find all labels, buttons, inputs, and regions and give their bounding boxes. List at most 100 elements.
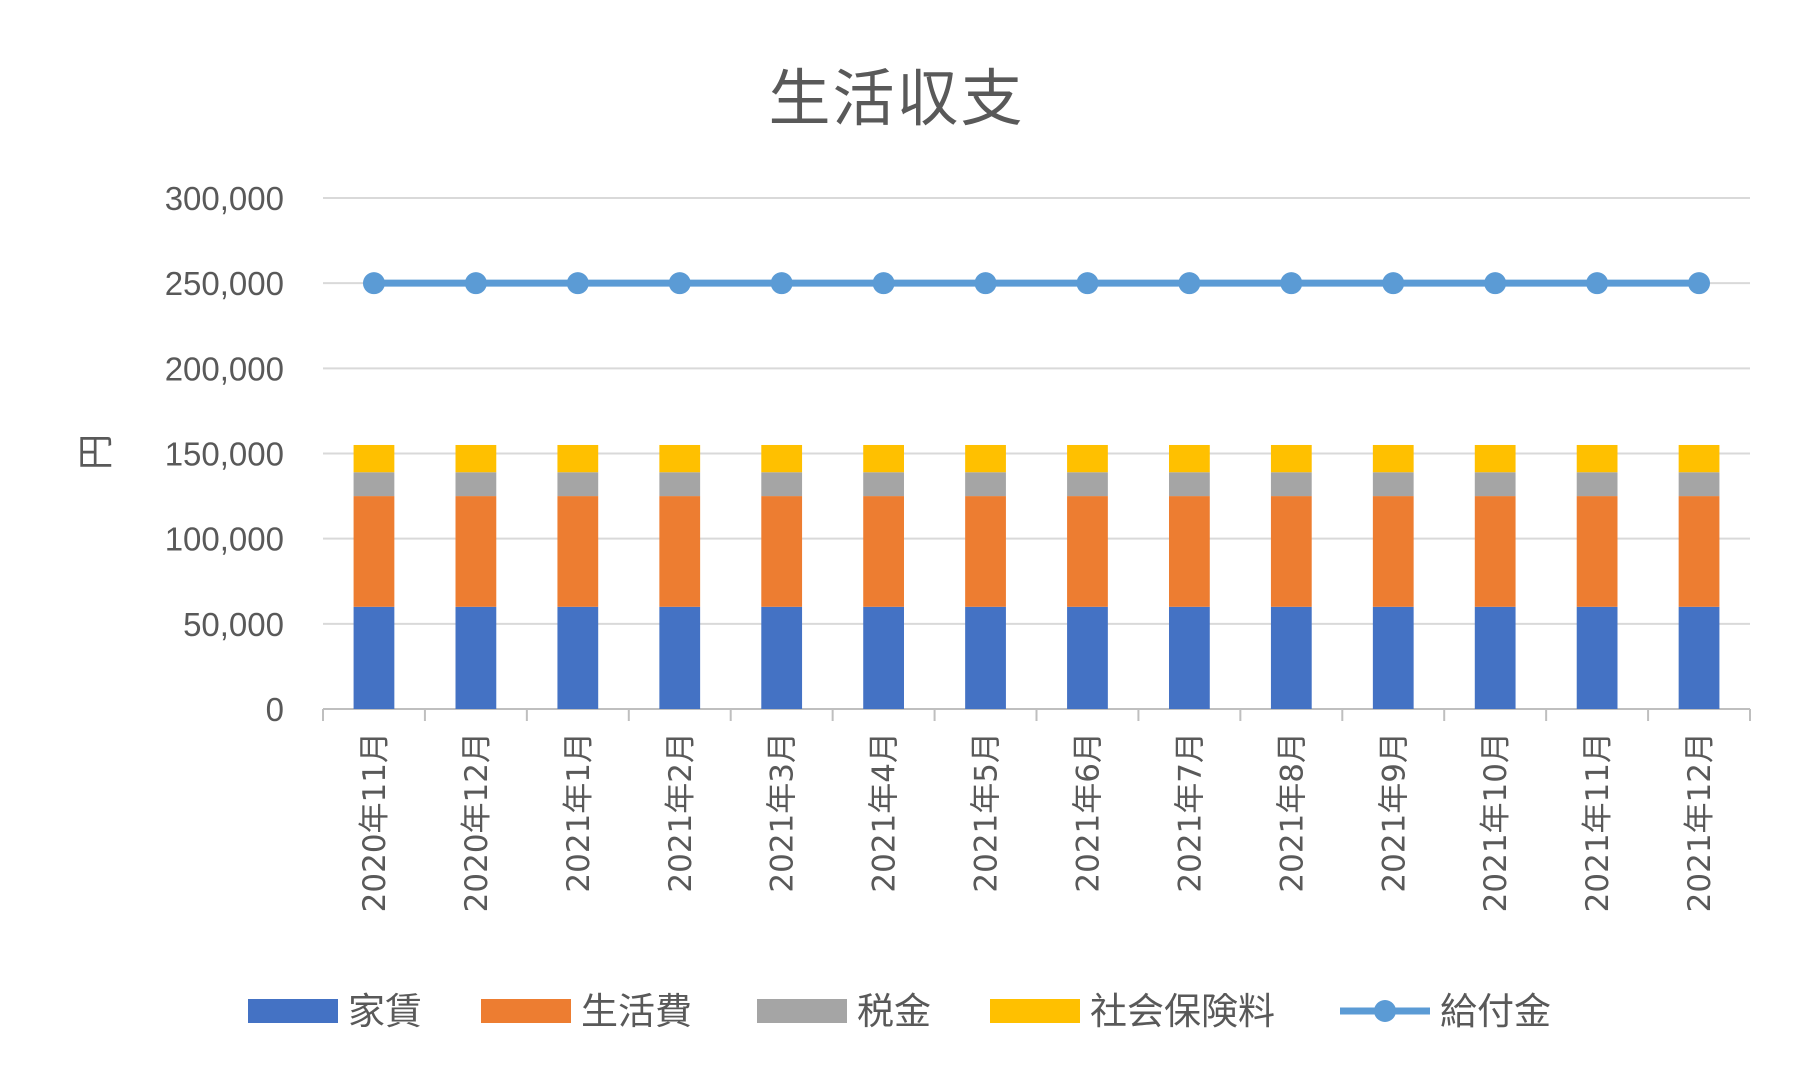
bar-家賃-2021年6月: [1067, 606, 1108, 709]
category-label: 2021年12月: [1682, 732, 1718, 912]
bar-税金-2021年11月: [1576, 472, 1618, 497]
gridlines: [323, 197, 1750, 625]
bar-生活費-2021年8月: [1270, 496, 1312, 607]
bar-生活費-2021年11月: [1576, 496, 1618, 607]
bar-生活費-2021年6月: [1067, 496, 1108, 607]
y-axis-label: 円: [76, 434, 117, 470]
bar-税金-2021年3月: [761, 472, 803, 497]
bar-家賃-2021年9月: [1372, 606, 1414, 709]
legend-swatch-税金: [757, 999, 847, 1023]
bar-社会保険料-2021年9月: [1372, 444, 1414, 473]
category-label: 2021年6月: [1070, 732, 1106, 893]
bar-生活費-2021年10月: [1474, 496, 1516, 607]
bar-税金-2021年4月: [863, 472, 904, 497]
bar-生活費-2021年3月: [761, 496, 803, 607]
y-axis-ticks: 0 50,000 100,000 150,000 200,000 250,000 300,0…: [165, 180, 284, 728]
y-tick-label: 0: [266, 691, 284, 728]
bar-生活費-2021年1月: [557, 496, 599, 607]
bar-生活費-2020年11月: [353, 496, 395, 607]
bar-家賃-2021年7月: [1169, 606, 1210, 709]
point-給付金-2021年8月: [1280, 272, 1303, 295]
category-label: 2021年10月: [1478, 732, 1514, 912]
legend-label-社会保険料: 社会保険料: [1090, 990, 1275, 1033]
legend: 家賃 生活費 税金 社会保険料 給付金: [248, 990, 1551, 1033]
chart-title: 生活収支: [768, 62, 1025, 135]
point-給付金-2020年11月: [362, 272, 385, 295]
bar-家賃-2021年5月: [965, 606, 1006, 709]
bar-社会保険料-2021年11月: [1576, 444, 1618, 473]
point-給付金-2021年5月: [974, 272, 997, 295]
y-tick-label: 150,000: [165, 436, 284, 473]
legend-swatch-家賃: [248, 999, 338, 1023]
category-labels: 2020年11月 2020年12月 2021年1月 2021年2月 2021年3月 202…: [357, 732, 1718, 912]
legend-label-家賃: 家賃: [348, 990, 422, 1033]
bar-社会保険料-2021年8月: [1270, 444, 1312, 473]
line-series: [362, 272, 1711, 295]
point-給付金-2021年7月: [1178, 272, 1201, 295]
bar-税金-2021年10月: [1474, 472, 1516, 497]
bar-税金-2021年9月: [1372, 472, 1414, 497]
point-給付金-2021年2月: [668, 272, 691, 295]
point-給付金-2021年3月: [770, 272, 793, 295]
point-給付金-2021年4月: [872, 272, 895, 295]
bar-社会保険料-2020年11月: [353, 444, 395, 473]
x-axis: [322, 708, 1751, 721]
bar-生活費-2021年7月: [1169, 496, 1210, 607]
bar-生活費-2021年4月: [863, 496, 904, 607]
bar-税金-2021年6月: [1067, 472, 1108, 497]
point-給付金-2021年9月: [1382, 272, 1405, 295]
y-tick-label: 50,000: [183, 606, 284, 643]
bar-税金-2021年2月: [659, 472, 701, 497]
bar-生活費-2021年9月: [1372, 496, 1414, 607]
point-給付金-2021年11月: [1586, 272, 1609, 295]
point-給付金-2021年12月: [1688, 272, 1711, 295]
bar-series: [353, 444, 1720, 709]
bar-社会保険料-2021年1月: [557, 444, 599, 473]
bar-家賃-2021年11月: [1576, 606, 1618, 709]
legend-marker-給付金: [1374, 1000, 1396, 1022]
category-label: 2021年4月: [867, 732, 903, 893]
legend-label-税金: 税金: [857, 990, 931, 1033]
bar-家賃-2021年12月: [1678, 606, 1720, 709]
bar-家賃-2021年10月: [1474, 606, 1516, 709]
bar-生活費-2021年2月: [659, 496, 701, 607]
bar-税金-2021年7月: [1169, 472, 1210, 497]
bar-生活費-2020年12月: [455, 496, 497, 607]
bar-家賃-2021年3月: [761, 606, 803, 709]
point-給付金-2020年12月: [464, 272, 487, 295]
bar-税金-2020年11月: [353, 472, 395, 497]
bar-社会保険料-2021年4月: [863, 444, 904, 473]
bar-家賃-2021年2月: [659, 606, 701, 709]
bar-社会保険料-2021年7月: [1169, 444, 1210, 473]
category-label: 2020年12月: [459, 732, 495, 912]
bar-家賃-2020年12月: [455, 606, 497, 709]
bar-税金-2021年5月: [965, 472, 1006, 497]
bar-社会保険料-2021年3月: [761, 444, 803, 473]
category-label: 2021年7月: [1172, 732, 1208, 893]
bar-生活費-2021年5月: [965, 496, 1006, 607]
bar-家賃-2021年4月: [863, 606, 904, 709]
category-label: 2021年11月: [1580, 732, 1616, 912]
y-tick-label: 100,000: [165, 521, 284, 558]
legend-label-給付金: 給付金: [1440, 990, 1551, 1033]
category-label: 2021年2月: [663, 732, 699, 893]
bar-生活費-2021年12月: [1678, 496, 1720, 607]
bar-税金-2021年8月: [1270, 472, 1312, 497]
bar-家賃-2020年11月: [353, 606, 395, 709]
bar-社会保険料-2021年6月: [1067, 444, 1108, 473]
y-tick-label: 250,000: [165, 265, 284, 302]
bar-税金-2021年1月: [557, 472, 599, 497]
bar-家賃-2021年1月: [557, 606, 599, 709]
category-label: 2021年5月: [969, 732, 1005, 893]
category-label: 2021年8月: [1274, 732, 1310, 893]
legend-label-生活費: 生活費: [581, 990, 692, 1033]
bar-税金-2020年12月: [455, 472, 497, 497]
point-給付金-2021年6月: [1076, 272, 1099, 295]
bar-家賃-2021年8月: [1270, 606, 1312, 709]
legend-swatch-社会保険料: [990, 999, 1080, 1023]
bar-社会保険料-2021年10月: [1474, 444, 1516, 473]
bar-社会保険料-2021年12月: [1678, 444, 1720, 473]
y-tick-label: 200,000: [165, 350, 284, 387]
bar-社会保険料-2021年5月: [965, 444, 1006, 473]
